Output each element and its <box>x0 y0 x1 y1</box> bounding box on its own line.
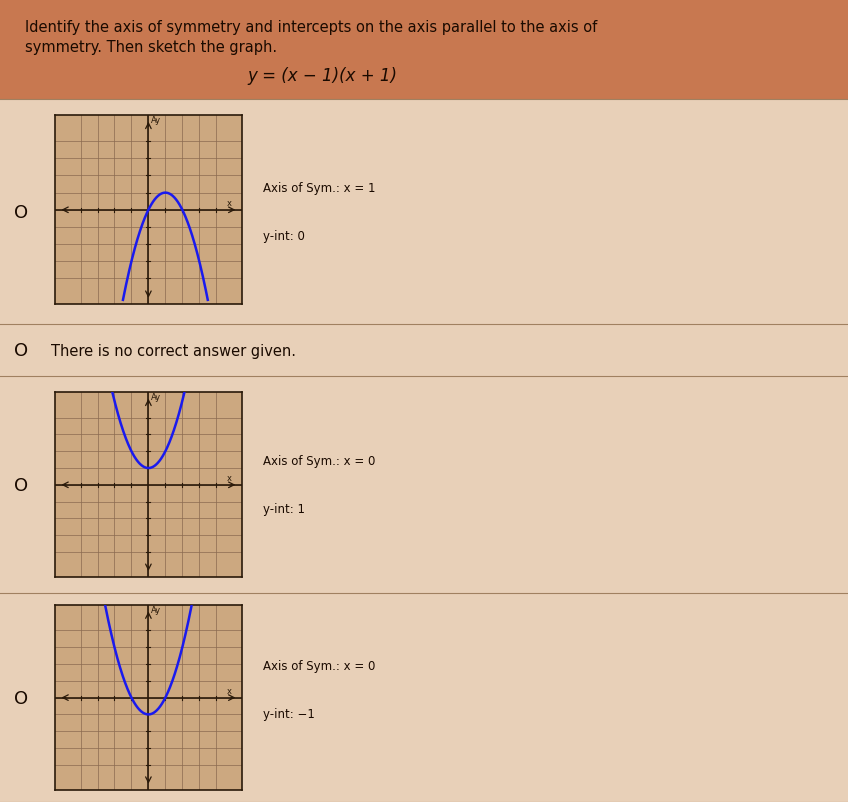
Text: O: O <box>14 204 28 221</box>
Text: Axis of Sym.: x = 0: Axis of Sym.: x = 0 <box>263 455 376 468</box>
Text: symmetry. Then sketch the graph.: symmetry. Then sketch the graph. <box>25 40 277 55</box>
Text: y-int: 0: y-int: 0 <box>263 230 304 243</box>
Text: O: O <box>14 476 28 494</box>
Text: y-int: 1: y-int: 1 <box>263 503 305 516</box>
Text: There is no correct answer given.: There is no correct answer given. <box>51 343 296 358</box>
Text: Ay: Ay <box>151 116 161 125</box>
Text: Ay: Ay <box>151 393 161 402</box>
Text: y-int: −1: y-int: −1 <box>263 707 315 720</box>
Text: O: O <box>14 689 28 707</box>
Text: y = (x − 1)(x + 1): y = (x − 1)(x + 1) <box>248 67 397 85</box>
Text: Identify the axis of symmetry and intercepts on the axis parallel to the axis of: Identify the axis of symmetry and interc… <box>25 20 598 35</box>
Text: Ay: Ay <box>151 606 161 614</box>
Text: x: x <box>226 198 232 208</box>
Text: x: x <box>226 473 232 482</box>
Text: Axis of Sym.: x = 0: Axis of Sym.: x = 0 <box>263 659 376 672</box>
Text: O: O <box>14 342 28 360</box>
Text: x: x <box>226 686 232 695</box>
Text: Axis of Sym.: x = 1: Axis of Sym.: x = 1 <box>263 182 376 195</box>
